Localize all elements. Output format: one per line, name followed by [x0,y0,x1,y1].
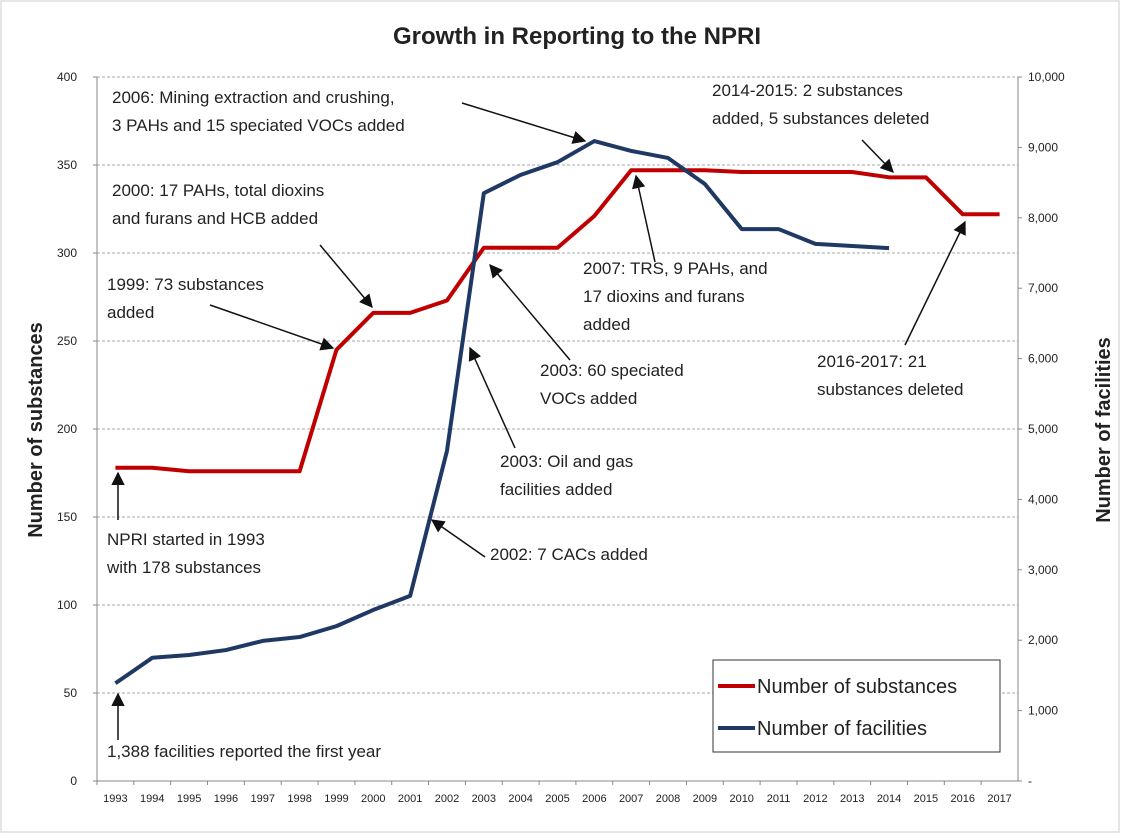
x-tick-label: 2003 [472,793,496,805]
annotation: 2016-2017: 21 [817,352,927,371]
annotation: 2006: Mining extraction and crushing, [112,88,395,107]
legend-label: Number of facilities [757,718,927,740]
annotation: 3 PAHs and 15 speciated VOCs added [112,116,405,135]
x-tick-label: 2011 [767,793,791,805]
annotation-arrow [632,174,656,263]
x-tick-label: 2015 [914,793,938,805]
annotation: and furans and HCB added [112,209,318,228]
y-tick-label: 0 [70,774,77,788]
x-tick-label: 2012 [803,793,827,805]
x-tick-label: 2013 [840,793,864,805]
x-tick-label: 2008 [656,793,680,805]
annotation-arrow [209,304,335,351]
annotation: added [583,315,630,334]
y2-tick-label: 3,000 [1028,563,1058,577]
annotation: 1,388 facilities reported the first year [107,742,381,761]
x-tick-label: 1997 [251,793,275,805]
series-line [114,139,890,685]
legend-label: Number of substances [757,676,957,698]
annotation-arrow [468,346,516,449]
x-tick-label: 1993 [103,793,127,805]
annotation-arrow [430,519,486,558]
annotation: with 178 substances [106,558,261,577]
y2-tick-label: - [1028,774,1032,788]
y-axis-title: Number of substances [25,322,47,538]
series-line [115,168,1000,474]
annotation: 2000: 17 PAHs, total dioxins [112,181,324,200]
y2-tick-label: 8,000 [1028,211,1058,225]
x-tick-label: 2010 [729,793,753,805]
x-tick-label: 2005 [545,793,569,805]
x-tick-label: 1994 [140,793,164,805]
x-tick-label: 2002 [435,793,459,805]
x-tick-label: 2016 [950,793,974,805]
y-tick-label: 300 [57,246,77,260]
y-tick-label: 150 [57,510,77,524]
y-tick-label: 250 [57,334,77,348]
annotation: 2002: 7 CACs added [490,545,648,564]
annotation: substances deleted [817,380,964,399]
chart-title: Growth in Reporting to the NPRI [393,23,761,50]
legend-box [712,659,1001,753]
annotation: facilities added [500,480,612,499]
annotation-arrow [461,102,587,144]
x-tick-label: 1999 [324,793,348,805]
y-tick-label: 50 [64,686,78,700]
annotation-arrow [489,263,571,361]
annotation-arrow [319,244,373,309]
x-tick-label: 1996 [214,793,238,805]
x-tick-label: 2004 [508,793,532,805]
annotation: 2003: 60 speciated [540,361,684,380]
x-tick-label: 2009 [693,793,717,805]
annotation: added [107,303,154,322]
y2-tick-label: 5,000 [1028,422,1058,436]
x-tick-label: 1995 [177,793,201,805]
y2-tick-label: 6,000 [1028,352,1058,366]
annotation: 2003: Oil and gas [500,452,633,471]
x-tick-label: 2000 [361,793,385,805]
annotation: added, 5 substances deleted [712,109,929,128]
y2-tick-label: 2,000 [1028,633,1058,647]
y2-tick-label: 9,000 [1028,140,1058,154]
annotation: NPRI started in 1993 [107,530,265,549]
annotation: 2014-2015: 2 substances [712,81,903,100]
annotation: 2007: TRS, 9 PAHs, and [583,259,768,278]
y2-tick-label: 4,000 [1028,492,1058,506]
annotation: 17 dioxins and furans [583,287,745,306]
y2-axis-title: Number of facilities [1093,337,1115,523]
y-tick-label: 350 [57,158,77,172]
y-tick-label: 200 [57,422,77,436]
y-tick-label: 400 [57,70,77,84]
y2-tick-label: 1,000 [1028,704,1058,718]
x-tick-label: 2007 [619,793,643,805]
annotation: 1999: 73 substances [107,275,264,294]
y2-tick-label: 7,000 [1028,281,1058,295]
y2-tick-label: 10,000 [1028,70,1065,84]
annotation-arrow [861,139,894,173]
x-tick-label: 2014 [877,793,901,805]
x-tick-label: 1998 [287,793,311,805]
y-tick-label: 100 [57,598,77,612]
annotation: VOCs added [540,389,637,408]
x-tick-label: 2001 [398,793,422,805]
x-tick-label: 2006 [582,793,606,805]
x-tick-label: 2017 [987,793,1011,805]
annotation-arrow [904,220,966,346]
